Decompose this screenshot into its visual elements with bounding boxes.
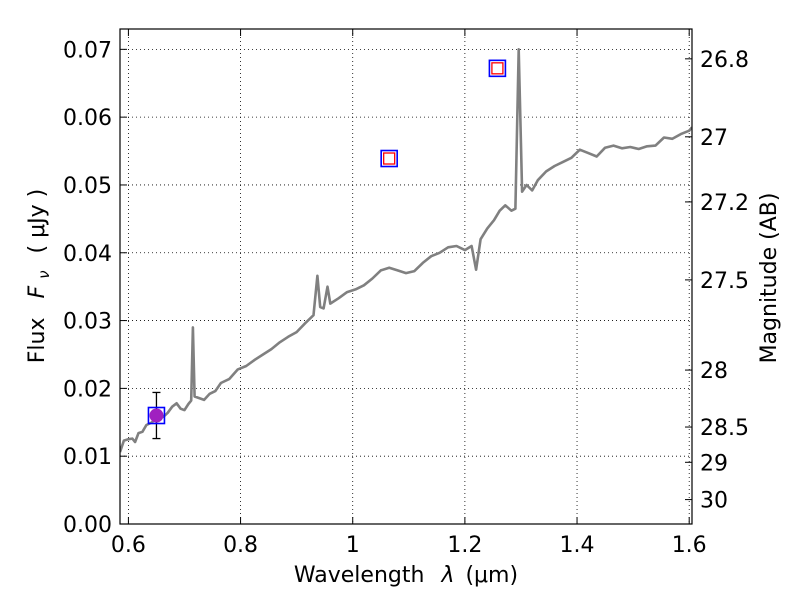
- y-ticks: 0.00 0.01 0.02 0.03 0.04 0.05 0.06 0.07: [63, 38, 127, 538]
- y-tick-label: 0.06: [63, 106, 112, 131]
- photometry-box-outer: [488, 59, 507, 78]
- photometry-box-outer: [147, 406, 166, 425]
- y2-tick-label: 27.5: [700, 269, 749, 294]
- y2-tick-label: 27: [700, 126, 728, 151]
- y-tick-label: 0.01: [63, 445, 112, 470]
- y2-tick-label: 30: [700, 489, 728, 514]
- y2-tick-label: 26.8: [700, 48, 749, 73]
- photometry-box-inner: [491, 62, 504, 75]
- y-tick-label: 0.00: [63, 513, 112, 538]
- x-tick-label: 0.6: [111, 533, 146, 558]
- y-axis-label-subscript: ν: [35, 270, 53, 278]
- y2-axis-label: Magnitude (AB): [757, 193, 782, 364]
- grid-lines: [120, 29, 692, 524]
- x-tick-label: 1.6: [672, 533, 707, 558]
- y2-ticks: 26.8 27 27.2 27.5 28 28.5 29 30: [685, 48, 749, 514]
- x-tick-label: 0.8: [223, 533, 258, 558]
- x-tick-label: 1.4: [560, 533, 595, 558]
- y-tick-label: 0.05: [63, 174, 112, 199]
- x-axis-label: Wavelength λ (μm): [294, 563, 518, 588]
- photometry-point: [149, 408, 164, 423]
- y-tick-label: 0.03: [63, 310, 112, 335]
- y2-tick-label: 27.2: [700, 191, 749, 216]
- y-axis-label-symbol: F: [25, 285, 50, 298]
- y2-tick-label: 28: [700, 359, 728, 384]
- y-axis-label: Flux F ν ( μJy ): [25, 189, 55, 363]
- y2-tick-label: 29: [700, 451, 728, 476]
- photometry-box-outer: [380, 149, 398, 168]
- y2-tick-label: 28.5: [700, 416, 749, 441]
- x-tick-label: 1: [346, 533, 360, 558]
- x-ticks: 0.6 0.8 1 1.2 1.4 1.6: [111, 29, 707, 558]
- x-axis-label-main: Wavelength: [294, 563, 425, 588]
- y-axis-label-unit: ( μJy ): [25, 189, 50, 254]
- spectrum-line: [120, 48, 692, 453]
- x-axis-label-unit: (μm): [465, 563, 518, 588]
- y-tick-label: 0.04: [63, 242, 112, 267]
- x-tick-label: 1.2: [447, 533, 482, 558]
- y-tick-label: 0.07: [63, 38, 112, 63]
- photometry-box-inner: [383, 152, 396, 165]
- x-axis-label-lambda: λ: [440, 563, 454, 588]
- y-axis-label-main: Flux: [25, 317, 50, 363]
- plot-frame: [119, 28, 693, 525]
- data-plot: [120, 48, 692, 453]
- y-tick-label: 0.02: [63, 377, 112, 402]
